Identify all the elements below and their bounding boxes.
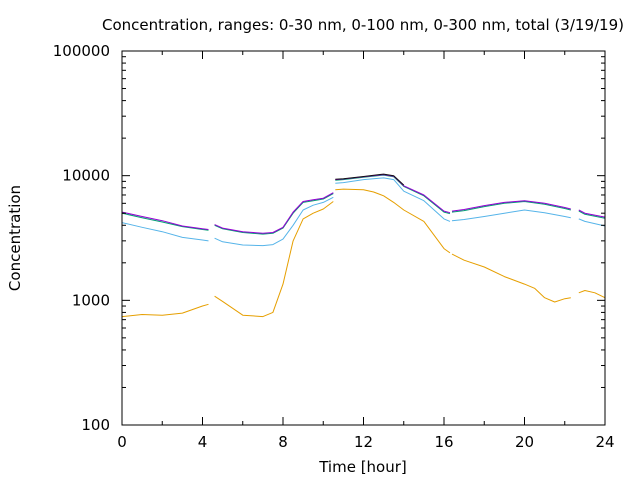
series-line-segment [578,210,606,219]
series-line-segment [214,196,334,247]
series-line-segment [121,303,209,318]
y-tick-label: 100 [81,416,110,434]
x-tick-label: 8 [278,433,288,451]
x-tick-label: 12 [354,433,373,451]
x-axis-title: Time [hour] [318,458,407,476]
y-tick-label: 10000 [62,167,110,185]
series-line-segment [578,209,606,218]
series-line-segment [214,192,334,234]
series-line-segment [451,253,571,303]
x-tick-label: 0 [117,433,127,451]
series-line-segment [335,173,405,186]
x-tick-label: 24 [595,433,614,451]
series-line-segment [451,201,571,213]
series-line-segment [214,193,334,235]
series-4 [335,173,405,186]
series-2 [121,174,606,235]
ticks-layer: 0 4 8 12 16 20 24 100 1000 10000 100000 [53,42,615,451]
series-line-segment [578,218,606,227]
x-tick-label: 16 [434,433,453,451]
x-tick-label: 4 [198,433,208,451]
series-line-segment [451,200,571,212]
y-tick-label: 100000 [53,42,110,60]
y-axis-title: Concentration [6,185,24,291]
series-line-segment [121,212,209,231]
series-line-segment [335,174,451,214]
y-tick-label: 1000 [72,291,110,309]
series-1 [121,177,606,247]
series-line-segment [214,201,334,318]
series-line-segment [121,211,209,230]
series-3 [121,174,606,234]
x-tick-label: 20 [515,433,534,451]
series-line-segment [578,290,606,299]
series-line-segment [451,209,571,222]
series-line-segment [121,222,209,242]
series-line-segment [335,177,451,222]
chart-title: Concentration, ranges: 0-30 nm, 0-100 nm… [102,16,624,34]
series-line-segment [335,188,451,254]
plot-frame [121,50,606,426]
series-0 [121,188,606,318]
series-layer [121,173,606,318]
